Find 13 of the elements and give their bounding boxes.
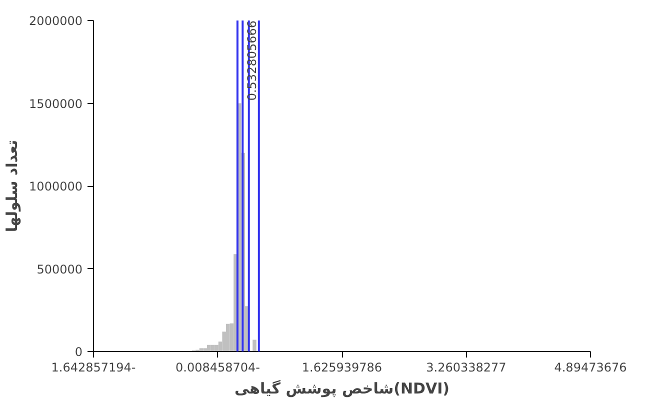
x-tick-label: 0.008458704- xyxy=(176,360,260,374)
x-axis-title: شاخص پوشش گیاهی(NDVI) xyxy=(234,380,450,398)
x-tick-label: 4.89473676 xyxy=(554,360,627,374)
y-tick-label: 500000 xyxy=(36,262,83,276)
x-tick-label: 3.260338277 xyxy=(426,360,506,374)
y-tick-label: 2000000 xyxy=(29,14,83,28)
ref-line-label: 0.532805666 xyxy=(244,20,259,101)
y-tick-label: 1000000 xyxy=(29,180,83,194)
y-axis-title: تعداد سلولها xyxy=(3,140,22,232)
x-tick-label: 1.625939786 xyxy=(302,360,382,374)
y-tick-label: 1500000 xyxy=(29,96,83,111)
x-tick-label: 1.642857194- xyxy=(51,360,136,374)
y-tick-label: 0 xyxy=(74,345,83,359)
